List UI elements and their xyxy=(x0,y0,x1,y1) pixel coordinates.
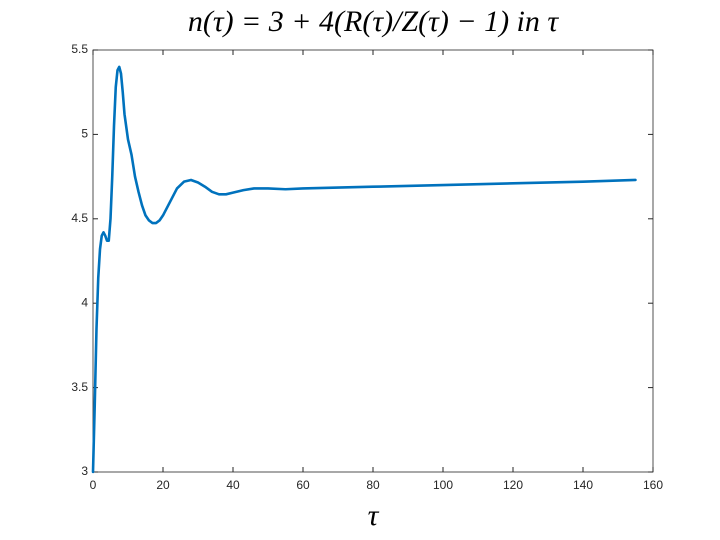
x-tick-label: 140 xyxy=(573,478,593,492)
y-tick-label: 5.5 xyxy=(71,42,88,56)
x-tick-label: 0 xyxy=(90,478,97,492)
y-tick-label: 3 xyxy=(81,464,88,478)
y-tick-label: 3.5 xyxy=(71,380,88,394)
x-tick-label: 100 xyxy=(433,478,453,492)
x-tick-label: 80 xyxy=(366,478,380,492)
x-axis-label: τ xyxy=(368,499,380,532)
data-line xyxy=(91,65,637,474)
y-tick-label: 4.5 xyxy=(71,211,88,225)
x-tick-label: 160 xyxy=(643,478,663,492)
x-tick-label: 120 xyxy=(503,478,523,492)
chart-title: n(τ) = 3 + 4(R(τ)/Z(τ) − 1) in τ xyxy=(188,5,560,38)
x-tick-label: 40 xyxy=(226,478,240,492)
plot-area xyxy=(92,49,654,473)
x-tick-label: 60 xyxy=(296,478,310,492)
x-tick-label: 20 xyxy=(156,478,170,492)
y-tick-label: 5 xyxy=(81,127,88,141)
y-tick-label: 4 xyxy=(81,295,88,309)
